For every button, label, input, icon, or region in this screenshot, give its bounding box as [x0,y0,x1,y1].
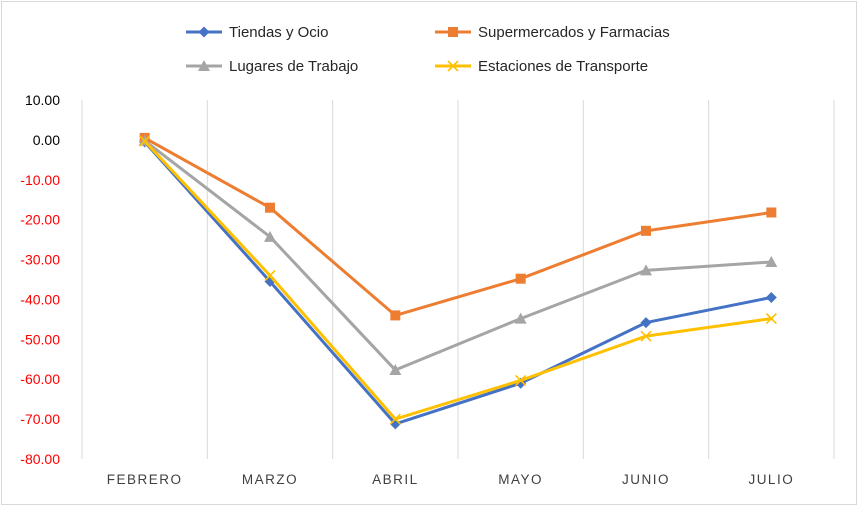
data-point-marker [766,207,777,218]
legend-item: Supermercados y Farmacias [435,24,670,41]
x-tick-label: ABRIL [372,472,419,487]
legend-label: Supermercados y Farmacias [478,24,670,41]
legend-marker [198,26,210,38]
x-tick-label: FEBRERO [107,472,183,487]
data-point-marker [765,255,778,267]
data-point-marker [390,310,401,321]
legend: Tiendas y Ocio Supermercados y Farmacias L… [186,24,670,75]
y-tick-label: -80.00 [20,451,60,467]
legend-item: Estaciones de Transporte [435,58,648,75]
y-tick-label: -40.00 [20,291,60,307]
legend-marker [447,60,459,72]
data-point-marker [265,202,275,213]
legend-label: Estaciones de Transporte [478,58,648,75]
legend-item: Tiendas y Ocio [186,24,329,41]
series-line [143,140,773,426]
legend-marker [448,27,458,37]
data-point-marker [264,230,276,242]
x-tick-label: MARZO [242,472,298,487]
x-tick-label: JULIO [748,472,794,487]
y-tick-label: -20.00 [20,212,60,228]
data-point-marker [641,225,651,236]
x-axis-ticks: FEBRERO MARZO ABRIL MAYO JUNIO JULIO [107,472,794,487]
x-tick-label: MAYO [498,472,543,487]
data-point-marker [640,330,652,342]
gridlines [81,100,835,459]
y-tick-label: -50.00 [20,331,60,347]
data-point-marker [139,135,151,147]
series-line [143,139,773,421]
x-tick-label: JUNIO [622,472,670,487]
data-point-marker [389,413,401,425]
data-point-marker [514,312,527,324]
legend-marker [198,60,210,71]
y-tick-label: 10.00 [25,92,60,108]
data-point-marker [389,364,402,376]
y-tick-label: -30.00 [20,252,60,268]
legend-label: Lugares de Trabajo [229,58,358,75]
series-group [138,132,778,430]
data-point-marker [264,269,276,282]
y-tick-label: -70.00 [20,411,60,427]
series-line [143,136,773,317]
data-point-marker [640,317,652,329]
data-point-marker [765,313,777,325]
data-point-marker [515,374,527,386]
y-axis-ticks: 10.00 0.00 -10.00 -20.00 -30.00 -40.00 -50.00 -… [20,92,60,467]
y-tick-label: -10.00 [20,172,60,188]
data-point-marker [515,273,526,284]
series-estaciones-de-transporte [139,135,777,425]
legend-label: Tiendas y Ocio [229,24,329,41]
legend-item: Lugares de Trabajo [186,58,358,75]
data-point-marker [640,264,652,276]
series-line [143,139,773,372]
y-tick-label: 0.00 [33,132,60,148]
y-tick-label: -60.00 [20,371,60,387]
data-point-marker [765,291,777,303]
